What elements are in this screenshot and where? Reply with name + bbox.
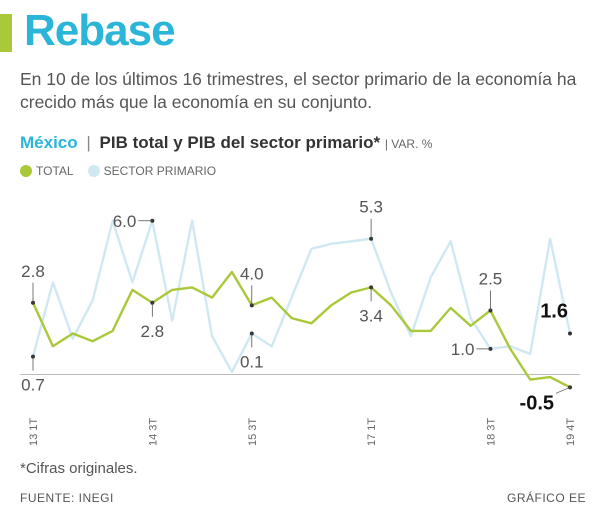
series-line-primario: [31, 219, 572, 374]
data-label-total-23: 2.5: [479, 269, 503, 288]
chart-header: México | PIB total y PIB del sector prim…: [20, 133, 432, 153]
legend-item-primario: SECTOR PRIMARIO: [87, 164, 217, 178]
credit: GRÁFICO EE: [506, 491, 586, 505]
x-tick-label-11: 15 3T: [247, 418, 259, 446]
leader-line-total-27: [555, 386, 571, 394]
chart-separator: |: [86, 133, 91, 152]
data-label-total-0: 2.8: [21, 262, 45, 281]
data-label-primario-0: 0.7: [21, 376, 45, 395]
data-label-total-27: -0.5: [520, 392, 554, 414]
series-line-total: [31, 270, 571, 389]
legend-item-total: TOTAL: [20, 164, 74, 178]
data-point-primario-27: [568, 331, 572, 336]
data-label-total-6: 2.8: [141, 322, 165, 341]
page-subtitle: En 10 de los últimos 16 trimestres, el s…: [20, 69, 577, 112]
chart-country: México: [20, 133, 78, 152]
footnote: *Cifras originales.: [20, 460, 138, 477]
source: FUENTE: INEGI: [20, 491, 114, 505]
page-title: Rebase: [24, 6, 176, 55]
data-label-total-11: 4.0: [240, 264, 264, 283]
x-tick-label-0: 13 1T: [28, 418, 40, 446]
title-accent-bar: [0, 14, 12, 52]
legend-label-total: TOTAL: [36, 164, 74, 178]
data-label-total-17: 3.4: [359, 306, 383, 325]
data-label-primario-11: 0.1: [240, 353, 264, 372]
chart-legend: TOTAL SECTOR PRIMARIO: [20, 164, 230, 178]
x-tick-label-27: 19 4T: [565, 418, 577, 446]
chart-unit: | VAR. %: [384, 137, 433, 151]
data-label-primario-6: 6.0: [113, 212, 137, 231]
x-tick-label-23: 18 3T: [485, 418, 497, 446]
chart-title: PIB total y PIB del sector primario*: [99, 133, 381, 152]
data-label-primario-27: 1.6: [540, 301, 568, 323]
data-label-primario-23: 1.0: [451, 340, 475, 359]
legend-label-primario: SECTOR PRIMARIO: [103, 164, 217, 178]
x-tick-label-17: 17 1T: [366, 418, 378, 446]
x-tick-label-6: 14 3T: [147, 418, 159, 446]
legend-swatch-total: [20, 165, 32, 177]
legend-swatch-primario: [87, 165, 100, 177]
data-label-primario-17: 5.3: [359, 198, 383, 217]
